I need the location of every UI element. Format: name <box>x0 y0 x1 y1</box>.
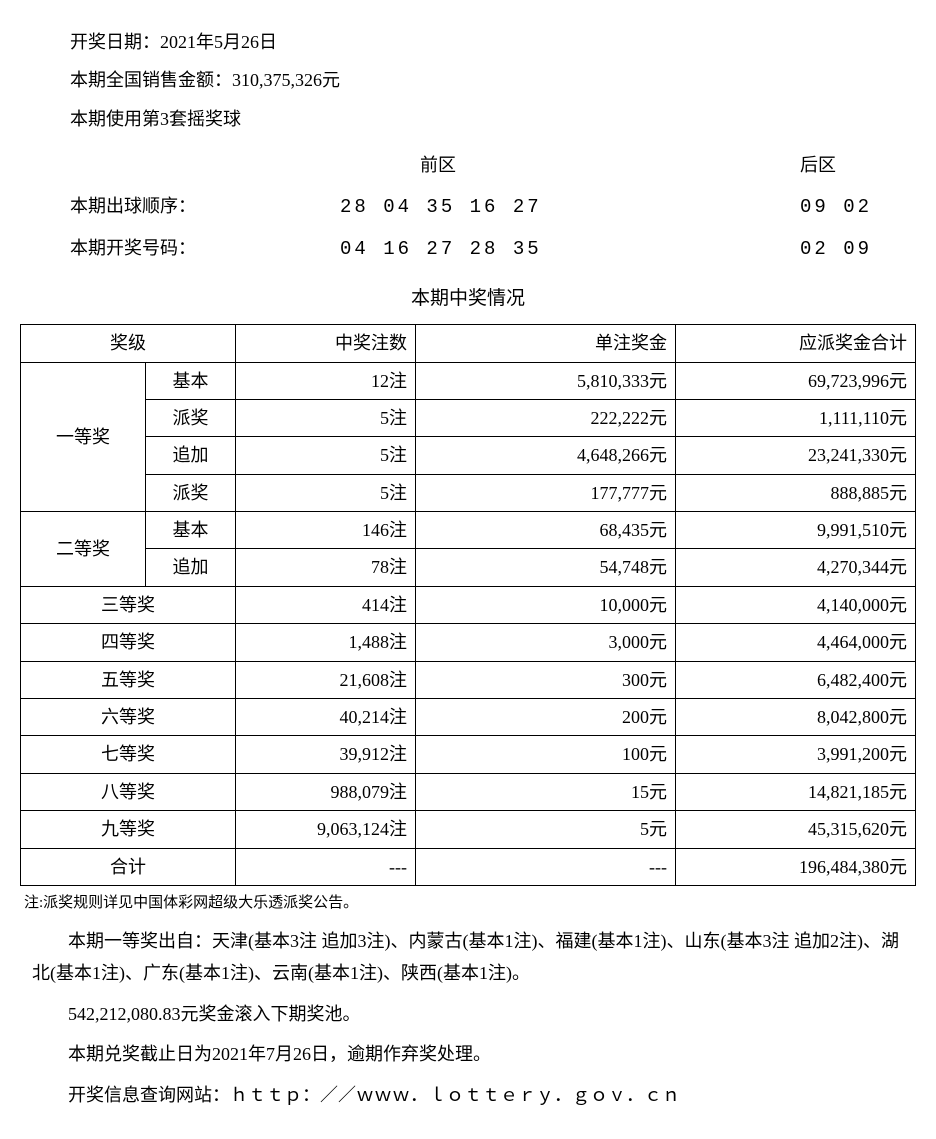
prize-level: 七等奖 <box>21 736 236 773</box>
prize-level: 六等奖 <box>21 699 236 736</box>
prize-count: 12注 <box>236 362 416 399</box>
prize-count: 1,488注 <box>236 624 416 661</box>
prize-sub: 基本 <box>146 362 236 399</box>
prize-count: 988,079注 <box>236 773 416 810</box>
prize-count: 39,912注 <box>236 736 416 773</box>
prize-unit: 5元 <box>416 811 676 848</box>
draw-order-label: 本期出球顺序： <box>70 190 340 224</box>
prize-count: 40,214注 <box>236 699 416 736</box>
table-row: 派奖 5注 177,777元 888,885元 <box>21 474 916 511</box>
table-row: 三等奖 414注 10,000元 4,140,000元 <box>21 586 916 623</box>
prize-total: 14,821,185元 <box>676 773 916 810</box>
table-row: 追加 78注 54,748元 4,270,344元 <box>21 549 916 586</box>
prize-sub: 基本 <box>146 512 236 549</box>
prize-level: 九等奖 <box>21 811 236 848</box>
prize-count: 5注 <box>236 437 416 474</box>
winning-label: 本期开奖号码： <box>70 232 340 266</box>
prize-level: 四等奖 <box>21 624 236 661</box>
prize-total: 4,270,344元 <box>676 549 916 586</box>
back-zone-label: 后区 <box>700 149 916 181</box>
th-unit: 单注奖金 <box>416 325 676 362</box>
table-row: 四等奖 1,488注 3,000元 4,464,000元 <box>21 624 916 661</box>
prize-total: 45,315,620元 <box>676 811 916 848</box>
table-row: 一等奖 基本 12注 5,810,333元 69,723,996元 <box>21 362 916 399</box>
prize-unit: 177,777元 <box>416 474 676 511</box>
prize-unit: 15元 <box>416 773 676 810</box>
table-header-row: 奖级 中奖注数 单注奖金 应派奖金合计 <box>21 325 916 362</box>
table-row: 追加 5注 4,648,266元 23,241,330元 <box>21 437 916 474</box>
table-row: 八等奖 988,079注 15元 14,821,185元 <box>21 773 916 810</box>
prize-sub: 派奖 <box>146 399 236 436</box>
draw-date: 开奖日期：2021年5月26日 <box>70 26 916 58</box>
winning-front: 04 16 27 28 35 <box>340 232 700 266</box>
numbers-section: 前区 后区 本期出球顺序： 28 04 35 16 27 09 02 本期开奖号… <box>20 149 916 266</box>
prize-count: 78注 <box>236 549 416 586</box>
total-unit: --- <box>416 848 676 885</box>
prize-total: 1,111,110元 <box>676 399 916 436</box>
total-count: --- <box>236 848 416 885</box>
winning-numbers-row: 本期开奖号码： 04 16 27 28 35 02 09 <box>70 232 916 266</box>
prize-count: 21,608注 <box>236 661 416 698</box>
total-label: 合计 <box>21 848 236 885</box>
table-row: 二等奖 基本 146注 68,435元 9,991,510元 <box>21 512 916 549</box>
prize-sub: 派奖 <box>146 474 236 511</box>
prize-unit: 68,435元 <box>416 512 676 549</box>
prize-level: 八等奖 <box>21 773 236 810</box>
front-zone-label: 前区 <box>340 149 700 181</box>
prize-level: 三等奖 <box>21 586 236 623</box>
prize-unit: 54,748元 <box>416 549 676 586</box>
winning-back: 02 09 <box>700 232 916 266</box>
prize-total: 23,241,330元 <box>676 437 916 474</box>
th-count: 中奖注数 <box>236 325 416 362</box>
draw-order-front: 28 04 35 16 27 <box>340 190 700 224</box>
prize-unit: 300元 <box>416 661 676 698</box>
prize-total: 6,482,400元 <box>676 661 916 698</box>
draw-order-back: 09 02 <box>700 190 916 224</box>
prize-total: 9,991,510元 <box>676 512 916 549</box>
prize-unit: 200元 <box>416 699 676 736</box>
prize-total: 8,042,800元 <box>676 699 916 736</box>
prize-total: 69,723,996元 <box>676 362 916 399</box>
prize-total: 888,885元 <box>676 474 916 511</box>
rollover-amount: 542,212,080.83元奖金滚入下期奖池。 <box>32 998 916 1030</box>
prize-table: 奖级 中奖注数 单注奖金 应派奖金合计 一等奖 基本 12注 5,810,333… <box>20 324 916 886</box>
th-level: 奖级 <box>21 325 236 362</box>
prize-count: 146注 <box>236 512 416 549</box>
table-row: 九等奖 9,063,124注 5元 45,315,620元 <box>21 811 916 848</box>
table-row: 六等奖 40,214注 200元 8,042,800元 <box>21 699 916 736</box>
prize-unit: 3,000元 <box>416 624 676 661</box>
prize-count: 414注 <box>236 586 416 623</box>
info-website: 开奖信息查询网站：ｈｔｔｐ：／／ｗｗｗ．ｌｏｔｔｅｒｙ．ｇｏｖ．ｃｎ <box>32 1079 916 1111</box>
table-row: 派奖 5注 222,222元 1,111,110元 <box>21 399 916 436</box>
prize-unit: 222,222元 <box>416 399 676 436</box>
draw-order-row: 本期出球顺序： 28 04 35 16 27 09 02 <box>70 190 916 224</box>
prize-level-2: 二等奖 <box>21 512 146 587</box>
prize-unit: 10,000元 <box>416 586 676 623</box>
national-sales: 本期全国销售金额：310,375,326元 <box>70 64 916 96</box>
ball-set: 本期使用第3套摇奖球 <box>70 103 916 135</box>
prize-total: 3,991,200元 <box>676 736 916 773</box>
claim-deadline: 本期兑奖截止日为2021年7月26日，逾期作弃奖处理。 <box>32 1038 916 1070</box>
total-total: 196,484,380元 <box>676 848 916 885</box>
prize-count: 9,063,124注 <box>236 811 416 848</box>
prize-unit: 4,648,266元 <box>416 437 676 474</box>
table-row: 七等奖 39,912注 100元 3,991,200元 <box>21 736 916 773</box>
table-title: 本期中奖情况 <box>20 282 916 316</box>
prize-total: 4,140,000元 <box>676 586 916 623</box>
prize-level-1: 一等奖 <box>21 362 146 512</box>
th-total: 应派奖金合计 <box>676 325 916 362</box>
first-prize-winners: 本期一等奖出自：天津(基本3注 追加3注)、内蒙古(基本1注)、福建(基本1注)… <box>32 925 916 990</box>
prize-count: 5注 <box>236 474 416 511</box>
table-row: 五等奖 21,608注 300元 6,482,400元 <box>21 661 916 698</box>
prize-sub: 追加 <box>146 437 236 474</box>
prize-unit: 100元 <box>416 736 676 773</box>
table-total-row: 合计 --- --- 196,484,380元 <box>21 848 916 885</box>
bonus-rule-note: 注:派奖规则详见中国体彩网超级大乐透派奖公告。 <box>24 890 916 917</box>
prize-level: 五等奖 <box>21 661 236 698</box>
prize-unit: 5,810,333元 <box>416 362 676 399</box>
numbers-zone-header: 前区 后区 <box>70 149 916 181</box>
prize-count: 5注 <box>236 399 416 436</box>
prize-sub: 追加 <box>146 549 236 586</box>
prize-total: 4,464,000元 <box>676 624 916 661</box>
